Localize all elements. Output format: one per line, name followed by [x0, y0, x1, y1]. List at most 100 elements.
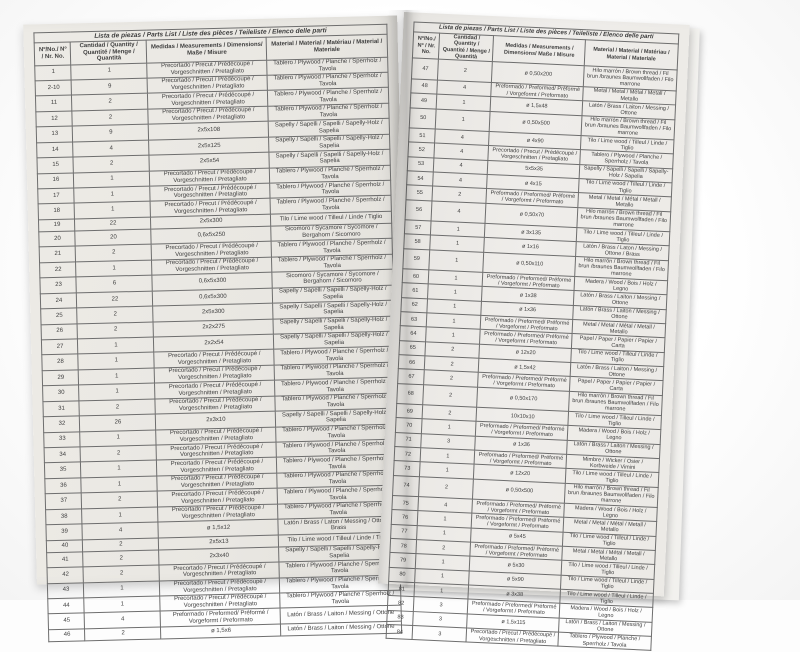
quantity-cell: 2 — [437, 59, 493, 83]
quantity-cell: 1 — [78, 352, 155, 370]
quantity-cell: 1 — [82, 506, 159, 525]
part-number-cell: 30 — [43, 385, 80, 402]
part-number-cell: 23 — [40, 277, 77, 294]
part-number-cell: 55 — [406, 185, 434, 201]
part-number-cell: 31 — [43, 400, 80, 417]
quantity-cell: 4 — [84, 611, 161, 629]
part-number-cell: 80 — [389, 567, 416, 583]
part-number-cell: 43 — [47, 582, 85, 599]
part-number-cell: 35 — [44, 462, 82, 479]
part-number-cell: 20 — [39, 230, 76, 248]
part-number-cell: 16 — [37, 172, 75, 189]
part-number-cell: 78 — [390, 538, 418, 554]
part-number-cell: 67 — [398, 368, 425, 385]
part-number-cell: 54 — [407, 170, 434, 187]
measurements-cell: Precortado / Precut / Prédécoupé / Vorge… — [466, 627, 560, 647]
quantity-cell: 3 — [412, 625, 468, 643]
part-number-cell: 19 — [38, 218, 76, 232]
part-number-cell: 34 — [44, 446, 81, 464]
quantity-cell: 26 — [79, 414, 157, 432]
part-number-cell: 40 — [46, 539, 84, 553]
part-number-cell: 50 — [409, 107, 437, 130]
part-number-cell: 82 — [387, 595, 415, 612]
part-number-cell: 72 — [394, 446, 422, 463]
quantity-cell: 1 — [80, 460, 158, 478]
parts-table-left: Lista de piezas / Parts List / Liste des… — [33, 23, 402, 643]
quantity-cell: 2 — [79, 398, 156, 417]
part-number-cell: 41 — [47, 551, 84, 568]
quantity-cell: 2 — [75, 244, 152, 262]
part-number-cell: 75 — [392, 495, 420, 512]
part-number-cell: 68 — [397, 383, 425, 405]
part-number-cell: 36 — [45, 477, 82, 495]
parts-table-right: Lista de piezas / Parts List / Liste des… — [386, 21, 679, 652]
part-number-cell: 15 — [37, 157, 74, 174]
part-number-cell: 45 — [48, 613, 85, 630]
material-cell: Tablero / Plywood / Planche / Sperrholz … — [558, 632, 651, 651]
quantity-cell: 2 — [80, 445, 157, 463]
part-number-cell: 12 — [36, 110, 73, 128]
measurements-cell: ø 1,5x6 — [160, 623, 282, 639]
quantity-cell: 4 — [431, 200, 487, 224]
part-number-cell: 76 — [391, 509, 419, 526]
column-header-measurements: Medidas / Measurements / Dimensions/ Maß… — [492, 35, 586, 67]
part-number-cell: 66 — [398, 354, 426, 371]
part-number-cell: 47 — [411, 58, 439, 81]
part-number-cell: 61 — [402, 283, 429, 299]
part-number-cell: 29 — [42, 369, 80, 387]
quantity-cell: 2 — [77, 306, 154, 324]
part-number-cell: 38 — [46, 508, 83, 525]
column-header-quantity: Cantidad / Quantity / Quantité / Menge /… — [70, 40, 148, 65]
quantity-cell: 1 — [74, 186, 151, 204]
part-number-cell: 81 — [388, 581, 416, 597]
part-number-cell: 39 — [46, 524, 83, 541]
part-number-cell: 52 — [408, 142, 436, 158]
column-header-material: Material / Material / Matériau / Materia… — [584, 39, 678, 71]
part-number-cell: 77 — [391, 524, 418, 540]
part-number-cell: 17 — [38, 187, 75, 205]
quantity-cell: 1 — [77, 337, 155, 355]
part-number-cell: 26 — [41, 323, 78, 340]
part-number-cell: 83 — [387, 610, 414, 626]
part-number-cell: 18 — [38, 203, 75, 220]
quantity-cell: 22 — [76, 290, 154, 309]
part-number-cell: 33 — [44, 431, 81, 448]
part-number-cell: 25 — [41, 308, 78, 325]
part-number-cell: 58 — [404, 234, 431, 250]
column-header-measurements: Medidas / Measurements / Dimensions/ Maß… — [146, 37, 268, 63]
part-number-cell: 1 — [35, 64, 72, 81]
quantity-cell: 1 — [74, 201, 151, 219]
part-number-cell: 37 — [45, 493, 83, 510]
column-header-number: Nº/No./ Nº / Nr. No. — [34, 42, 72, 66]
part-number-cell: 2-10 — [35, 79, 72, 97]
part-number-cell: 53 — [407, 156, 435, 172]
quantity-cell: 2 — [84, 626, 162, 641]
part-number-cell: 69 — [396, 403, 424, 420]
part-number-cell: 57 — [404, 219, 432, 236]
part-number-cell: 11 — [35, 95, 73, 112]
part-number-cell: 22 — [40, 261, 77, 279]
quantity-cell: 1 — [435, 108, 491, 132]
part-number-cell: 51 — [409, 127, 436, 144]
part-number-cell: 27 — [41, 338, 79, 356]
quantity-cell: 9 — [71, 78, 148, 96]
quantity-cell: 2 — [83, 549, 160, 567]
part-number-cell: 79 — [389, 552, 417, 569]
quantity-cell: 2 — [423, 384, 479, 408]
part-number-cell: 46 — [48, 628, 86, 642]
part-number-cell: 74 — [393, 475, 420, 497]
part-number-cell: 21 — [39, 246, 77, 263]
part-number-cell: 65 — [399, 340, 427, 356]
column-header-material: Material / Material / Matériau / Materia… — [266, 34, 388, 60]
part-number-cell: 49 — [410, 93, 438, 109]
column-header-number: Nº/No./ Nº / Nr. No. — [412, 31, 441, 60]
part-number-cell: 13 — [36, 126, 74, 143]
quantity-cell: 2 — [419, 476, 474, 500]
column-header-quantity: Cantidad / Quantity / Quantité / Menge /… — [438, 32, 495, 63]
material-cell: Latón / Brass / Laiton / Messing / Otton… — [280, 620, 402, 636]
part-number-cell: 64 — [400, 326, 427, 342]
part-number-cell: 59 — [403, 248, 431, 271]
part-number-cell: 48 — [411, 78, 438, 95]
part-number-cell: 56 — [405, 199, 433, 221]
